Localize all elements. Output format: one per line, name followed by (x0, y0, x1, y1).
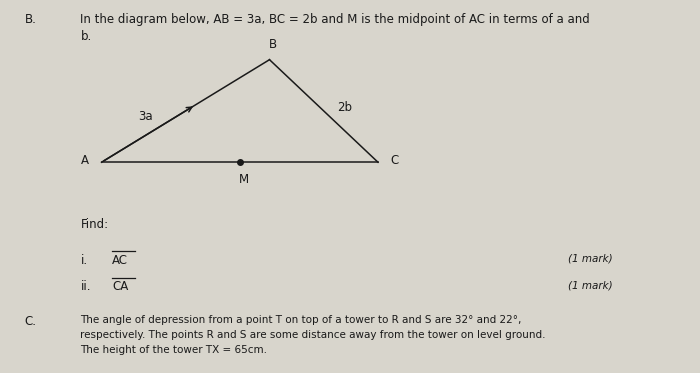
Text: 3a: 3a (138, 110, 153, 123)
Text: B.: B. (25, 13, 36, 26)
Text: CA: CA (112, 280, 128, 294)
Text: In the diagram below, AB = 3a, BC = 2b and M is the midpoint of AC in terms of a: In the diagram below, AB = 3a, BC = 2b a… (80, 13, 590, 26)
Text: C.: C. (25, 315, 36, 328)
Text: The angle of depression from a point T on top of a tower to R and S are 32° and : The angle of depression from a point T o… (80, 315, 546, 355)
Text: B: B (269, 38, 277, 51)
Text: A: A (81, 154, 89, 167)
Text: 2b: 2b (337, 101, 352, 113)
Text: Find:: Find: (80, 218, 108, 231)
Text: AC: AC (112, 254, 128, 267)
Text: C: C (391, 154, 399, 167)
Text: ii.: ii. (80, 280, 91, 294)
Text: (1 mark): (1 mark) (568, 280, 612, 291)
Text: b.: b. (80, 30, 92, 43)
Text: i.: i. (80, 254, 88, 267)
Text: M: M (239, 173, 248, 186)
Text: (1 mark): (1 mark) (568, 254, 612, 264)
